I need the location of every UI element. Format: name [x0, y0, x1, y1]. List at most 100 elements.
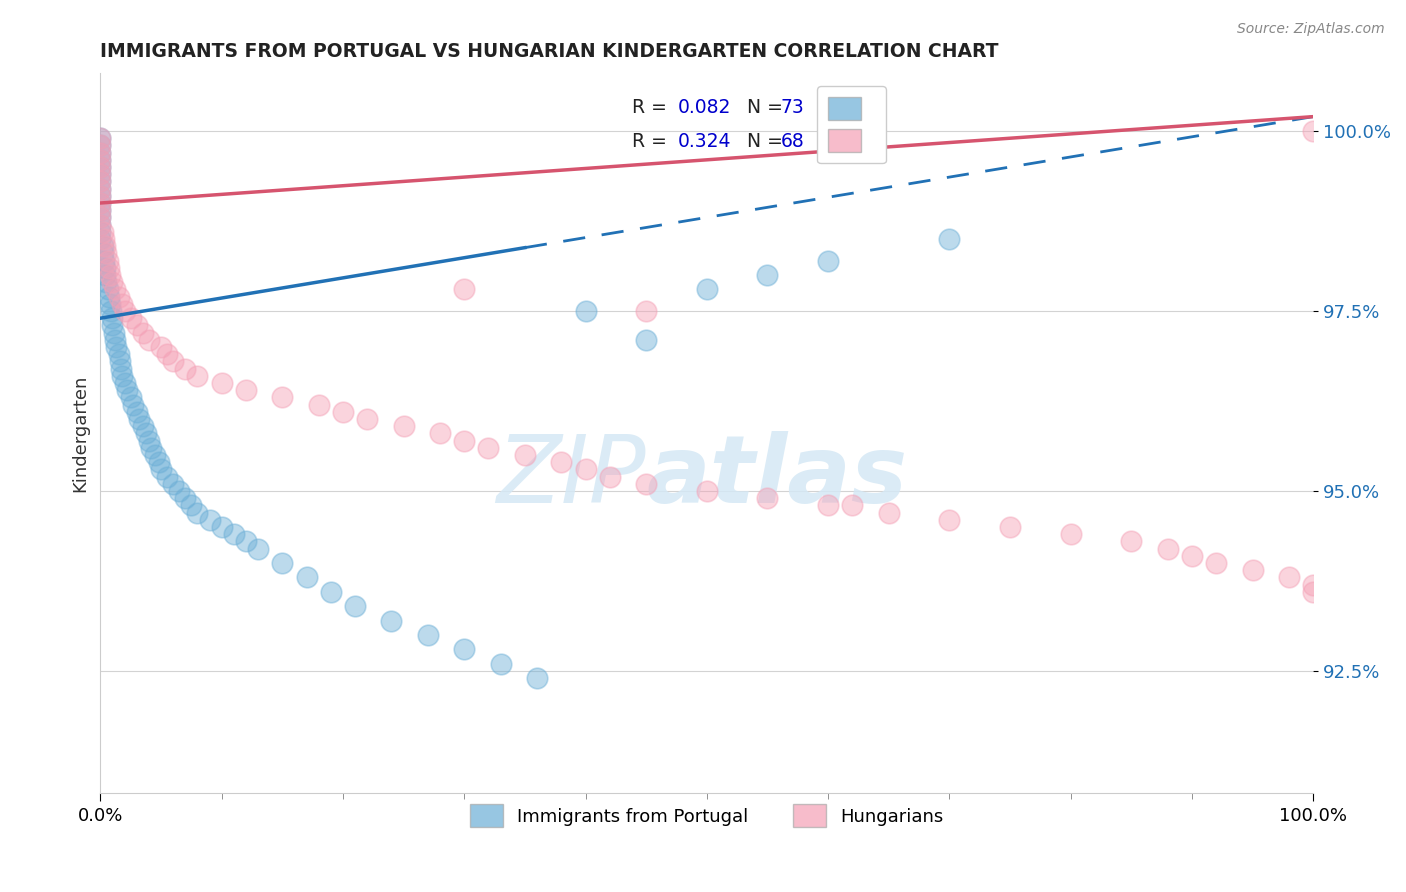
Point	[1121, 534, 1143, 549]
Point	[817, 499, 839, 513]
Point	[344, 599, 367, 614]
Point	[150, 340, 173, 354]
Text: 0.324: 0.324	[678, 132, 731, 152]
Text: N =: N =	[735, 98, 789, 118]
Text: 68: 68	[780, 132, 804, 152]
Point	[1241, 563, 1264, 577]
Point	[356, 412, 378, 426]
Point	[96, 275, 118, 289]
Point	[489, 657, 512, 671]
Point	[114, 376, 136, 390]
Point	[101, 275, 124, 289]
Point	[235, 383, 257, 397]
Point	[104, 333, 127, 347]
Point	[89, 203, 111, 218]
Point	[162, 354, 184, 368]
Point	[89, 138, 111, 153]
Point	[125, 318, 148, 333]
Point	[1278, 570, 1301, 584]
Text: ZIP: ZIP	[496, 431, 647, 522]
Point	[167, 483, 190, 498]
Point	[1060, 527, 1083, 541]
Point	[89, 232, 111, 246]
Text: R =: R =	[631, 98, 672, 118]
Point	[211, 520, 233, 534]
Point	[198, 513, 221, 527]
Point	[89, 160, 111, 174]
Point	[89, 131, 111, 145]
Point	[696, 483, 718, 498]
Legend: Immigrants from Portugal, Hungarians: Immigrants from Portugal, Hungarians	[463, 797, 950, 835]
Point	[141, 441, 163, 455]
Point	[105, 340, 128, 354]
Point	[98, 297, 121, 311]
Point	[114, 304, 136, 318]
Point	[938, 232, 960, 246]
Point	[938, 513, 960, 527]
Point	[132, 326, 155, 340]
Point	[1181, 549, 1204, 563]
Point	[104, 282, 127, 296]
Point	[295, 570, 318, 584]
Point	[89, 203, 111, 218]
Point	[132, 419, 155, 434]
Point	[97, 290, 120, 304]
Point	[636, 476, 658, 491]
Point	[156, 469, 179, 483]
Point	[89, 181, 111, 195]
Text: IMMIGRANTS FROM PORTUGAL VS HUNGARIAN KINDERGARTEN CORRELATION CHART: IMMIGRANTS FROM PORTUGAL VS HUNGARIAN KI…	[100, 42, 998, 61]
Point	[91, 225, 114, 239]
Point	[156, 347, 179, 361]
Point	[477, 441, 499, 455]
Point	[89, 145, 111, 160]
Point	[841, 499, 863, 513]
Point	[574, 304, 596, 318]
Point	[332, 405, 354, 419]
Point	[89, 189, 111, 203]
Point	[89, 211, 111, 225]
Text: 0.082: 0.082	[678, 98, 731, 118]
Point	[89, 174, 111, 188]
Point	[319, 584, 342, 599]
Point	[94, 239, 117, 253]
Point	[756, 491, 779, 505]
Point	[574, 462, 596, 476]
Point	[162, 476, 184, 491]
Point	[599, 469, 621, 483]
Point	[98, 268, 121, 282]
Text: atlas: atlas	[647, 431, 907, 523]
Point	[453, 434, 475, 448]
Point	[135, 426, 157, 441]
Point	[1157, 541, 1180, 556]
Point	[222, 527, 245, 541]
Point	[174, 491, 197, 505]
Point	[550, 455, 572, 469]
Point	[89, 181, 111, 195]
Point	[120, 311, 142, 326]
Point	[89, 196, 111, 211]
Point	[636, 304, 658, 318]
Text: R =: R =	[631, 132, 672, 152]
Point	[89, 153, 111, 167]
Point	[998, 520, 1021, 534]
Point	[89, 160, 111, 174]
Point	[89, 218, 111, 232]
Point	[143, 448, 166, 462]
Point	[453, 642, 475, 657]
Point	[107, 347, 129, 361]
Point	[97, 253, 120, 268]
Point	[696, 282, 718, 296]
Point	[1302, 124, 1324, 138]
Point	[211, 376, 233, 390]
Point	[429, 426, 451, 441]
Point	[89, 196, 111, 211]
Point	[186, 506, 208, 520]
Point	[271, 391, 294, 405]
Point	[271, 556, 294, 570]
Point	[128, 412, 150, 426]
Point	[91, 239, 114, 253]
Point	[100, 304, 122, 318]
Point	[94, 260, 117, 275]
Point	[148, 455, 170, 469]
Point	[180, 499, 202, 513]
